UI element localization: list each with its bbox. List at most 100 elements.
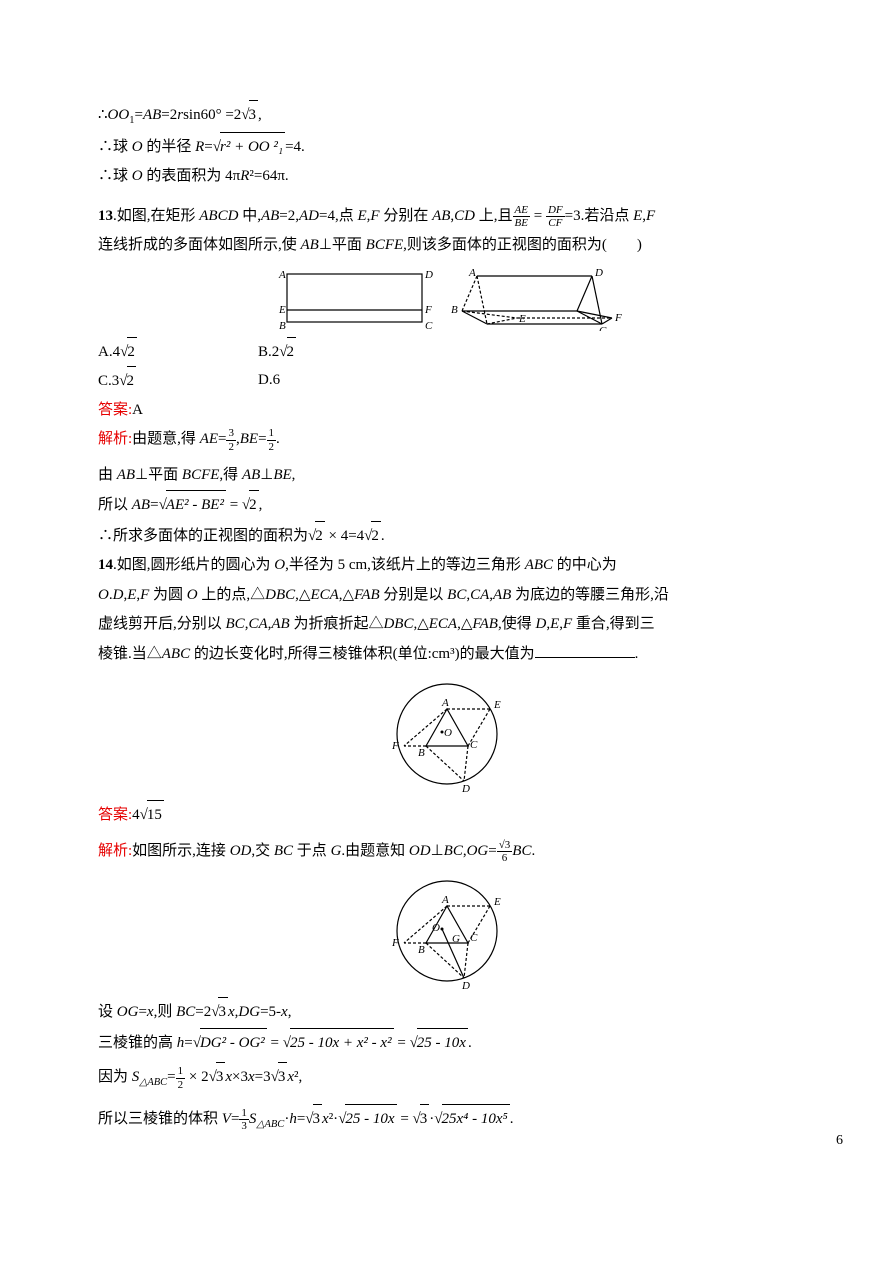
text: ,得	[219, 467, 242, 483]
text: =	[267, 1035, 283, 1051]
label-a2: A	[468, 267, 476, 279]
var: OG	[467, 843, 489, 859]
text: 上的点,△	[198, 587, 266, 603]
var: BCFE	[182, 467, 220, 483]
radicand: 2	[371, 521, 381, 551]
var: G	[331, 843, 342, 859]
q13-answer: 答案:A	[98, 396, 795, 425]
var: x	[281, 1004, 288, 1020]
radicand: 2	[127, 366, 137, 396]
text: C.3	[98, 373, 119, 389]
sqrt: 3	[211, 997, 228, 1027]
var: E	[550, 616, 559, 632]
var: F	[140, 587, 149, 603]
var: E	[633, 208, 642, 224]
fraction: √36	[497, 839, 513, 864]
label-f2: F	[614, 312, 622, 324]
text: =	[226, 497, 242, 513]
text: =	[150, 497, 158, 513]
q14-line-3: 虚线剪开后,分别以 BC,CA,AB 为折痕折起△DBC,△ECA,△FAB,使…	[98, 610, 795, 639]
sqrt: 2	[242, 490, 259, 520]
text: 因为	[98, 1069, 132, 1085]
text: ∴球	[98, 168, 132, 184]
radicand: r² + OO ²₁	[220, 132, 285, 162]
q14-exp-4: 因为 S△ABC=12 × 23x×3x=33x²,	[98, 1062, 795, 1093]
var: D	[113, 587, 124, 603]
text: ∴所求多面体的正视图的面积为	[98, 528, 308, 544]
q14-exp-3: 三棱锥的高 h=DG² - OG² = 25 - 10x + x² - x² =…	[98, 1028, 795, 1058]
text: ⊥	[431, 843, 444, 859]
radicand: 3	[249, 100, 259, 130]
radicand: 25 - 10x	[417, 1028, 468, 1058]
q14-figure-1: A B C D E F O	[98, 674, 795, 794]
var: BC	[444, 843, 463, 859]
q13-options-row2: C.3 2 D.6	[98, 366, 795, 396]
var: O	[187, 587, 198, 603]
var: V	[222, 1111, 231, 1127]
var: x	[147, 1004, 154, 1020]
label: C	[470, 739, 478, 751]
var: FAB	[472, 616, 498, 632]
text: × 2	[185, 1069, 208, 1085]
sqrt: 3	[305, 1104, 322, 1134]
text: .	[510, 1111, 514, 1127]
sqrt: 2	[120, 337, 137, 367]
text: D.6	[258, 372, 280, 388]
fraction: 12	[176, 1065, 186, 1090]
text: =	[167, 1069, 175, 1085]
var: AB	[261, 208, 279, 224]
q13-exp-1: 解析:由题意,得 AE=32,BE=12.	[98, 425, 795, 454]
radicand: 25 - 10x	[345, 1104, 396, 1134]
var: F	[646, 208, 655, 224]
text: sin60° =2	[183, 107, 241, 123]
text: =	[488, 843, 496, 859]
fraction: DFCF	[546, 204, 565, 229]
text: ,	[258, 107, 262, 123]
text: ²=64π.	[249, 168, 288, 184]
text: =2	[161, 107, 177, 123]
text: ,	[259, 497, 263, 513]
text: .	[635, 646, 639, 662]
text: ,使得	[498, 616, 536, 632]
radicand: DG² - OG²	[200, 1028, 267, 1058]
text: 所以三棱锥的体积	[98, 1111, 222, 1127]
text: ,	[288, 1004, 292, 1020]
radicand: 3	[218, 997, 228, 1027]
q13-exp-4: ∴所求多面体的正视图的面积为2 × 4=42.	[98, 521, 795, 551]
option-a: A.42	[98, 337, 258, 367]
text: 由题意,得	[132, 431, 200, 447]
text: 所以	[98, 497, 132, 513]
option-b: B.22	[258, 337, 418, 367]
var: E	[357, 208, 366, 224]
q14-exp-5: 所以三棱锥的体积 V=13S△ABC·h=3x²·25 - 10x = 3·25…	[98, 1104, 795, 1135]
sqrt: 2	[119, 366, 136, 396]
label-d2: D	[594, 267, 603, 279]
text: 设	[98, 1004, 117, 1020]
var: h	[289, 1111, 297, 1127]
var: O	[132, 139, 143, 155]
sqrt: 25x⁴ - 10x⁵	[434, 1104, 509, 1134]
var: AB	[242, 467, 260, 483]
text: ,交	[251, 843, 274, 859]
answer-value: A	[132, 402, 143, 418]
var: AD	[299, 208, 319, 224]
text: 为底边的等腰三角形,沿	[511, 587, 669, 603]
radicand: 2	[315, 521, 325, 551]
label: B	[418, 747, 425, 759]
q13-figure: A D E F B C A D B E	[98, 266, 795, 331]
var: ABC	[525, 557, 553, 573]
sqrt: 2	[308, 521, 325, 551]
text: 的中心为	[553, 557, 617, 573]
sqrt: AE² - BE²	[159, 490, 226, 520]
q13-exp-2: 由 AB⊥平面 BCFE,得 AB⊥BE,	[98, 461, 795, 490]
sqrt: 3	[413, 1104, 430, 1134]
var: AE	[200, 431, 218, 447]
radicand: 25 - 10x + x² - x²	[290, 1028, 394, 1058]
text: =3	[255, 1069, 271, 1085]
var: ECA	[429, 616, 457, 632]
label-f: F	[424, 304, 432, 316]
sub: △ABC	[139, 1077, 167, 1088]
text: 的半径	[143, 139, 196, 155]
var: R	[195, 139, 204, 155]
var: AB	[117, 467, 135, 483]
